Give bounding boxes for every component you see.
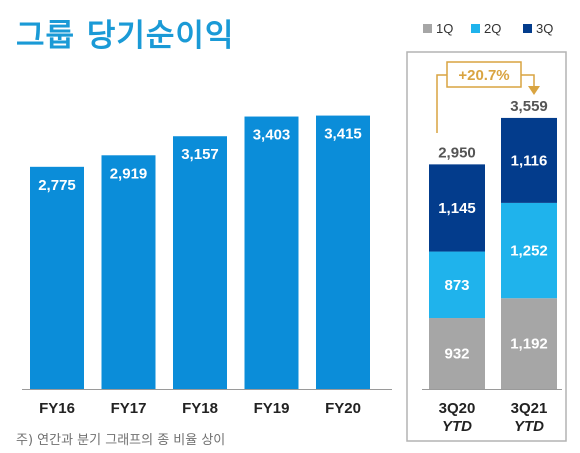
annual-bar-fy17 [101, 155, 156, 389]
annual-category-label: FY20 [325, 400, 361, 417]
legend-label-1q: 1Q [436, 21, 453, 36]
legend-label-2q: 2Q [484, 21, 501, 36]
stack-segment-3q [429, 164, 485, 252]
stack-segment-1q [429, 318, 485, 389]
annual-category-label: FY19 [254, 400, 290, 417]
annual-category-label: FY16 [39, 400, 75, 417]
quarterly-segment-labels: 932 873 1,145 1,192 1,252 1,116 [438, 152, 548, 362]
annual-value-label: 2,775 [38, 177, 76, 194]
annual-category-label: FY17 [111, 400, 147, 417]
annual-value-label: 2,919 [110, 165, 148, 182]
quarterly-category-label: YTD [514, 418, 544, 435]
stack-segment-2q [429, 251, 485, 319]
stack-segment-1q [501, 298, 557, 389]
quarterly-category-label: 3Q21 [511, 400, 548, 417]
legend-swatch-1q [423, 24, 432, 33]
legend-swatch-3q [523, 24, 532, 33]
growth-arrow-icon [528, 86, 540, 95]
segment-value-label: 1,252 [510, 243, 548, 260]
stack-segment-3q [501, 117, 557, 203]
annual-bar-fy18 [173, 136, 227, 389]
segment-value-label: 932 [444, 346, 469, 363]
quarterly-total-labels: 2,950 3,559 [438, 98, 548, 161]
growth-label: +20.7% [458, 67, 509, 84]
stack-segment-2q [501, 202, 557, 299]
annual-value-labels: 2,775 2,919 3,157 3,403 3,415 [38, 126, 362, 194]
quarterly-panel [406, 51, 567, 442]
segment-value-label: 1,116 [511, 152, 548, 169]
growth-connector-left [436, 74, 447, 133]
legend: 1Q 2Q 3Q [423, 21, 553, 36]
legend-swatch-2q [471, 24, 480, 33]
quarterly-stacked-bars [429, 117, 557, 389]
annual-bars [30, 115, 370, 389]
annual-category-label: FY18 [182, 400, 218, 417]
annual-value-label: 3,415 [324, 126, 362, 143]
annual-bar-fy19 [244, 116, 299, 389]
stack-total-label: 2,950 [438, 144, 476, 161]
annual-value-label: 3,157 [181, 146, 219, 163]
growth-connector-right [521, 74, 535, 88]
annual-bar-fy20 [316, 115, 370, 389]
segment-value-label: 1,192 [510, 336, 548, 353]
quarterly-category-label: 3Q20 [439, 400, 476, 417]
page-title: 그룹 당기순이익 [16, 18, 235, 54]
annual-category-labels: FY16 FY17 FY18 FY19 FY20 [39, 400, 361, 417]
stack-total-label: 3,559 [510, 98, 548, 115]
legend-label-3q: 3Q [536, 21, 553, 36]
annual-value-label: 3,403 [253, 127, 291, 144]
footnote: 주) 연간과 분기 그래프의 종 비율 상이 [16, 433, 226, 448]
segment-value-label: 873 [444, 277, 469, 294]
growth-annotation: +20.7% [436, 61, 540, 133]
segment-value-label: 1,145 [438, 200, 476, 217]
annual-bar-fy16 [30, 166, 84, 389]
quarterly-category-label: YTD [442, 418, 472, 435]
